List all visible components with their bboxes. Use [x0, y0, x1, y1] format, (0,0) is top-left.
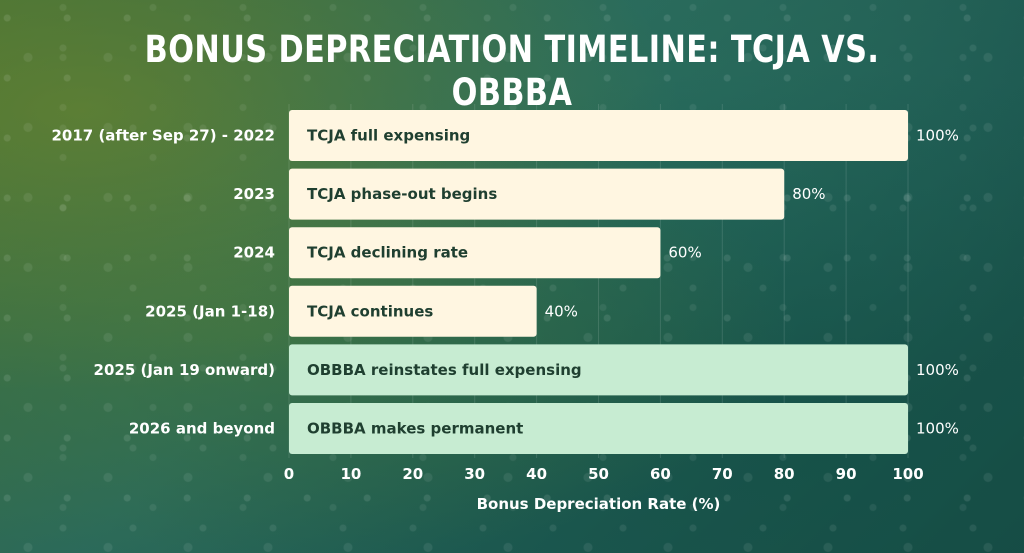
category-label: 2025 (Jan 1-18)	[145, 302, 275, 320]
bar-label: TCJA full expensing	[307, 127, 470, 145]
bar	[289, 285, 537, 337]
category-label: 2024	[233, 244, 275, 262]
bar-label: OBBBA reinstates full expensing	[307, 361, 582, 379]
x-tick-label: 0	[284, 465, 294, 483]
category-label: 2025 (Jan 19 onward)	[94, 361, 275, 379]
bar	[289, 227, 661, 279]
x-tick-label: 10	[340, 465, 361, 483]
bar-label: TCJA declining rate	[307, 244, 468, 262]
category-label: 2023	[233, 185, 275, 203]
chart-title: BONUS DEPRECIATION TIMELINE: TCJA VS. OB…	[144, 28, 880, 114]
value-label: 100%	[916, 127, 959, 145]
bar-label: TCJA phase-out begins	[307, 185, 497, 203]
bar	[289, 344, 908, 396]
bar-label: TCJA continues	[307, 302, 433, 320]
x-tick-label: 60	[650, 465, 671, 483]
x-tick-label: 80	[774, 465, 795, 483]
x-tick-label: 20	[402, 465, 423, 483]
x-tick-label: 40	[526, 465, 547, 483]
value-label: 60%	[668, 244, 701, 262]
category-label: 2017 (after Sep 27) - 2022	[51, 127, 275, 145]
x-axis-label: Bonus Depreciation Rate (%)	[477, 495, 721, 513]
value-label: 40%	[545, 302, 578, 320]
x-tick-label: 50	[588, 465, 609, 483]
bar-label: OBBBA makes permanent	[307, 420, 523, 438]
x-tick-label: 100	[892, 465, 923, 483]
value-label: 100%	[916, 361, 959, 379]
x-tick-label: 30	[464, 465, 485, 483]
bar	[289, 168, 785, 220]
x-tick-label: 90	[836, 465, 857, 483]
value-label: 80%	[792, 185, 825, 203]
category-label: 2026 and beyond	[129, 420, 275, 438]
x-tick-label: 70	[712, 465, 733, 483]
bar	[289, 110, 908, 161]
value-label: 100%	[916, 420, 959, 438]
bar	[289, 403, 908, 454]
